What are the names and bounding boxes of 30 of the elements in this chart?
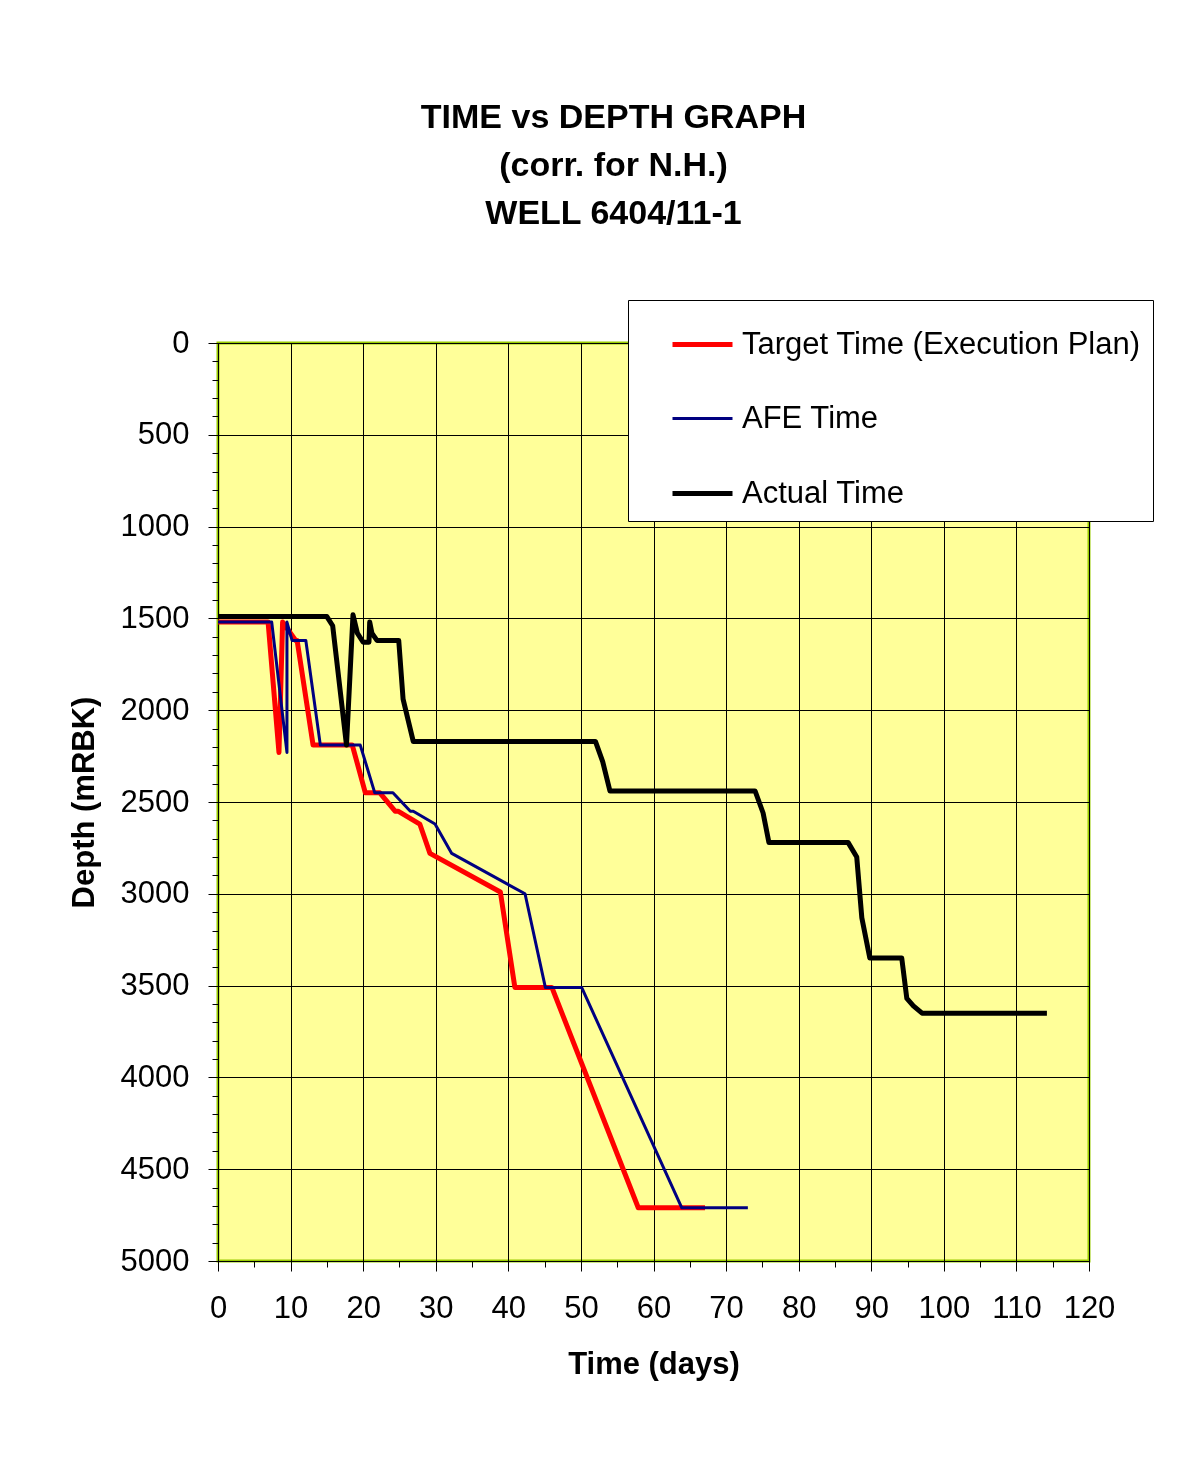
x-tick-label: 120 [1063, 1289, 1116, 1325]
x-axis-title: Time (days) [568, 1345, 740, 1381]
chart-title: TIME vs DEPTH GRAPH (corr. for N.H.) WELL 6404/11-1 [420, 96, 807, 231]
y-tick-label: 4500 [120, 1150, 190, 1186]
x-tick-label: 20 [346, 1289, 381, 1325]
x-tick-label: 0 [209, 1289, 228, 1325]
x-tick-label: 80 [781, 1289, 817, 1325]
y-tick-label: 4000 [120, 1058, 190, 1094]
x-tick-label: 30 [419, 1289, 454, 1325]
y-tick-label: 2000 [120, 691, 190, 727]
x-tick-label: 110 [992, 1289, 1042, 1325]
legend-label: Actual Time [742, 474, 904, 510]
y-tick-label: 3500 [120, 967, 190, 1003]
y-tick-label: 500 [137, 416, 190, 452]
x-tick-label: 50 [564, 1289, 599, 1325]
y-tick-label: 1000 [120, 508, 190, 544]
x-tick-label: 60 [636, 1289, 672, 1325]
y-tick-label: 2500 [120, 783, 190, 819]
x-tick-label: 40 [491, 1289, 527, 1325]
legend-label: Target Time (Execution Plan) [742, 325, 1141, 361]
x-tick-label: 100 [918, 1289, 971, 1325]
x-tick-label: 90 [854, 1289, 889, 1325]
y-tick-label: 3000 [120, 875, 190, 911]
y-tick-label: 0 [172, 324, 190, 360]
y-tick-label: 5000 [120, 1242, 190, 1278]
legend-label: AFE Time [742, 399, 879, 435]
y-axis-title: Depth (mRBK) [65, 696, 101, 909]
y-tick-label: 1500 [120, 599, 190, 635]
x-tick-label: 10 [273, 1289, 309, 1325]
x-tick-label: 70 [709, 1289, 744, 1325]
